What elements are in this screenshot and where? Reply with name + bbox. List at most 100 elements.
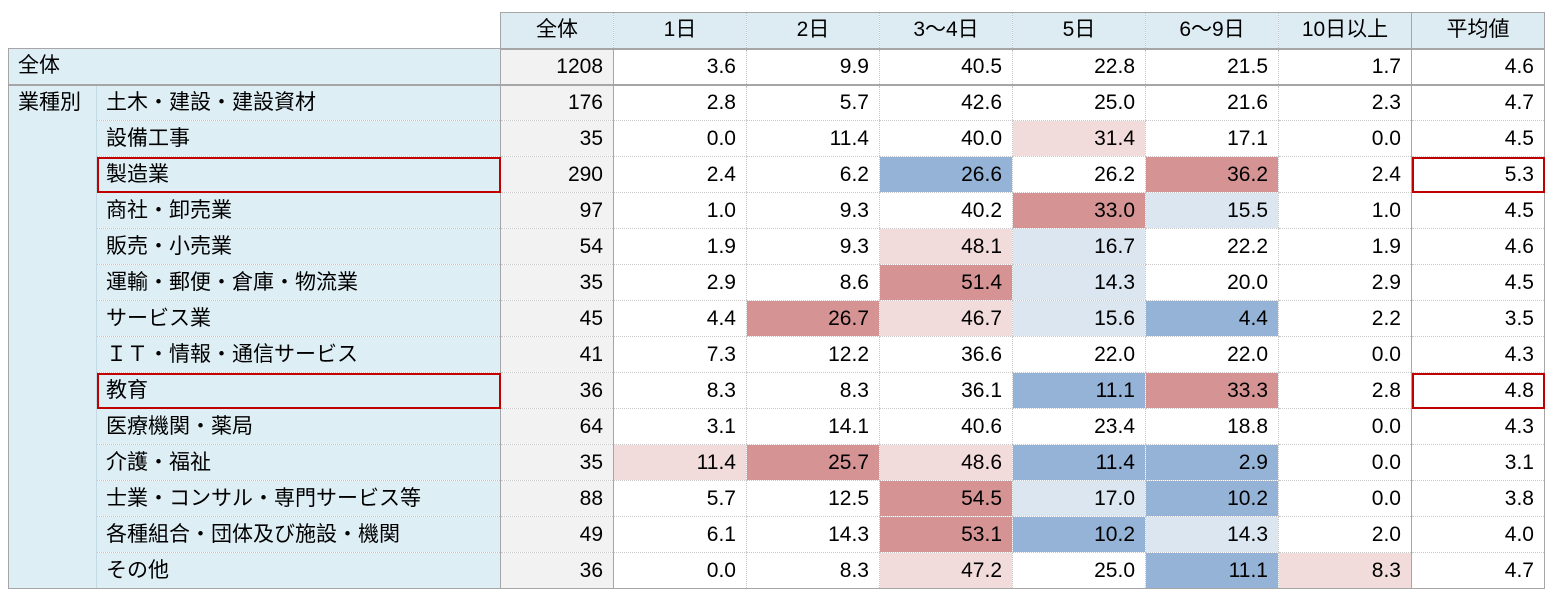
header-spacer — [8, 12, 501, 49]
data-cell: 15.5 — [1145, 192, 1279, 229]
column-header: 全体 — [500, 12, 614, 50]
data-cell: 22.0 — [1012, 336, 1146, 373]
data-cell: 4.5 — [1411, 192, 1545, 229]
data-cell: 7.3 — [613, 336, 747, 373]
data-cell: 3.1 — [613, 408, 747, 445]
data-cell: 1.0 — [1278, 192, 1412, 229]
data-cell: 45 — [500, 300, 614, 337]
data-cell: 20.0 — [1145, 264, 1279, 301]
data-cell: 5.7 — [746, 84, 880, 121]
data-cell: 3.1 — [1411, 444, 1545, 481]
row-label: 商社・卸売業 — [96, 192, 501, 229]
data-cell: 1.7 — [1278, 48, 1412, 86]
data-cell: 4.6 — [1411, 48, 1545, 86]
table-row: 教育 36 8.3 8.3 36.1 11.1 33.3 2.8 4.8 — [9, 372, 1545, 409]
data-cell: 9.3 — [746, 192, 880, 229]
data-cell: 2.9 — [1278, 264, 1412, 301]
data-cell: 41 — [500, 336, 614, 373]
data-cell: 33.3 — [1145, 372, 1279, 409]
data-cell: 26.2 — [1012, 156, 1146, 193]
data-cell: 10.2 — [1145, 480, 1279, 517]
data-cell: 10.2 — [1012, 516, 1146, 553]
data-cell: 0.0 — [613, 120, 747, 157]
data-cell: 12.5 — [746, 480, 880, 517]
data-cell: 31.4 — [1012, 120, 1146, 157]
data-cell: 46.7 — [879, 300, 1013, 337]
data-cell: 8.3 — [746, 372, 880, 409]
data-cell: 9.9 — [746, 48, 880, 86]
data-cell: 51.4 — [879, 264, 1013, 301]
data-cell: 3.6 — [613, 48, 747, 86]
data-cell: 48.1 — [879, 228, 1013, 265]
column-header: 平均値 — [1411, 12, 1545, 50]
row-label: 各種組合・団体及び施設・機関 — [96, 516, 501, 553]
data-cell: 49 — [500, 516, 614, 553]
data-cell: 36.1 — [879, 372, 1013, 409]
data-cell: 1.0 — [613, 192, 747, 229]
data-cell: 54.5 — [879, 480, 1013, 517]
data-cell: 8.3 — [613, 372, 747, 409]
column-header: 1日 — [613, 12, 747, 50]
data-cell: 14.3 — [1012, 264, 1146, 301]
data-cell: 42.6 — [879, 84, 1013, 121]
data-cell: 3.8 — [1411, 480, 1545, 517]
data-cell: 12.2 — [746, 336, 880, 373]
column-header: 3〜4日 — [879, 12, 1013, 50]
row-label: 医療機関・薬局 — [96, 408, 501, 445]
data-cell: 4.3 — [1411, 336, 1545, 373]
data-cell: 4.6 — [1411, 228, 1545, 265]
data-cell: 4.4 — [613, 300, 747, 337]
data-cell: 48.6 — [879, 444, 1013, 481]
table-row: その他 36 0.0 8.3 47.2 25.0 11.1 8.3 4.7 — [9, 552, 1545, 589]
table-row: 設備工事 35 0.0 11.4 40.0 31.4 17.1 0.0 4.5 — [9, 120, 1545, 157]
data-cell: 5.7 — [613, 480, 747, 517]
column-header: 10日以上 — [1278, 12, 1412, 50]
data-cell: 36 — [500, 552, 614, 589]
row-label: サービス業 — [96, 300, 501, 337]
row-label: 運輸・郵便・倉庫・物流業 — [96, 264, 501, 301]
data-cell: 17.0 — [1012, 480, 1146, 517]
header-row: 全体 1日 2日 3〜4日 5日 6〜9日 10日以上 平均値 — [8, 12, 1545, 50]
data-cell: 8.3 — [746, 552, 880, 589]
data-cell: 64 — [500, 408, 614, 445]
data-cell: 4.5 — [1411, 264, 1545, 301]
data-cell: 25.0 — [1012, 552, 1146, 589]
data-cell: 40.0 — [879, 120, 1013, 157]
data-cell: 35 — [500, 264, 614, 301]
column-header: 2日 — [746, 12, 880, 50]
data-cell: 4.5 — [1411, 120, 1545, 157]
data-cell: 40.6 — [879, 408, 1013, 445]
data-cell: 36.2 — [1145, 156, 1279, 193]
data-cell: 40.2 — [879, 192, 1013, 229]
crosstab-table: 全体 1日 2日 3〜4日 5日 6〜9日 10日以上 平均値 全体 1208 3.6 9.9 40.… — [8, 12, 1545, 589]
data-cell: 2.4 — [613, 156, 747, 193]
data-cell: 4.8 — [1411, 372, 1545, 409]
data-cell: 0.0 — [1278, 336, 1412, 373]
data-cell: 36.6 — [879, 336, 1013, 373]
data-cell: 14.1 — [746, 408, 880, 445]
column-header: 5日 — [1012, 12, 1146, 50]
data-cell: 35 — [500, 120, 614, 157]
table-row: ＩＴ・情報・通信サービス 41 7.3 12.2 36.6 22.0 22.0 0.0 4.3 — [9, 336, 1545, 373]
data-cell: 4.0 — [1411, 516, 1545, 553]
data-cell: 23.4 — [1012, 408, 1146, 445]
data-cell: 4.7 — [1411, 84, 1545, 121]
data-cell: 5.3 — [1411, 156, 1545, 193]
data-cell: 14.3 — [746, 516, 880, 553]
table-row: 運輸・郵便・倉庫・物流業 35 2.9 8.6 51.4 14.3 20.0 2.9 4.5 — [9, 264, 1545, 301]
data-cell: 1208 — [500, 48, 614, 86]
data-cell: 6.1 — [613, 516, 747, 553]
industry-group-cell: 業種別 — [8, 84, 97, 589]
data-cell: 4.4 — [1145, 300, 1279, 337]
row-label: 販売・小売業 — [96, 228, 501, 265]
data-cell: 11.1 — [1012, 372, 1146, 409]
row-label: 介護・福祉 — [96, 444, 501, 481]
data-cell: 11.1 — [1145, 552, 1279, 589]
data-cell: 22.8 — [1012, 48, 1146, 86]
data-cell: 0.0 — [1278, 120, 1412, 157]
row-label: 設備工事 — [96, 120, 501, 157]
data-cell: 290 — [500, 156, 614, 193]
data-cell: 0.0 — [1278, 444, 1412, 481]
data-cell: 6.2 — [746, 156, 880, 193]
